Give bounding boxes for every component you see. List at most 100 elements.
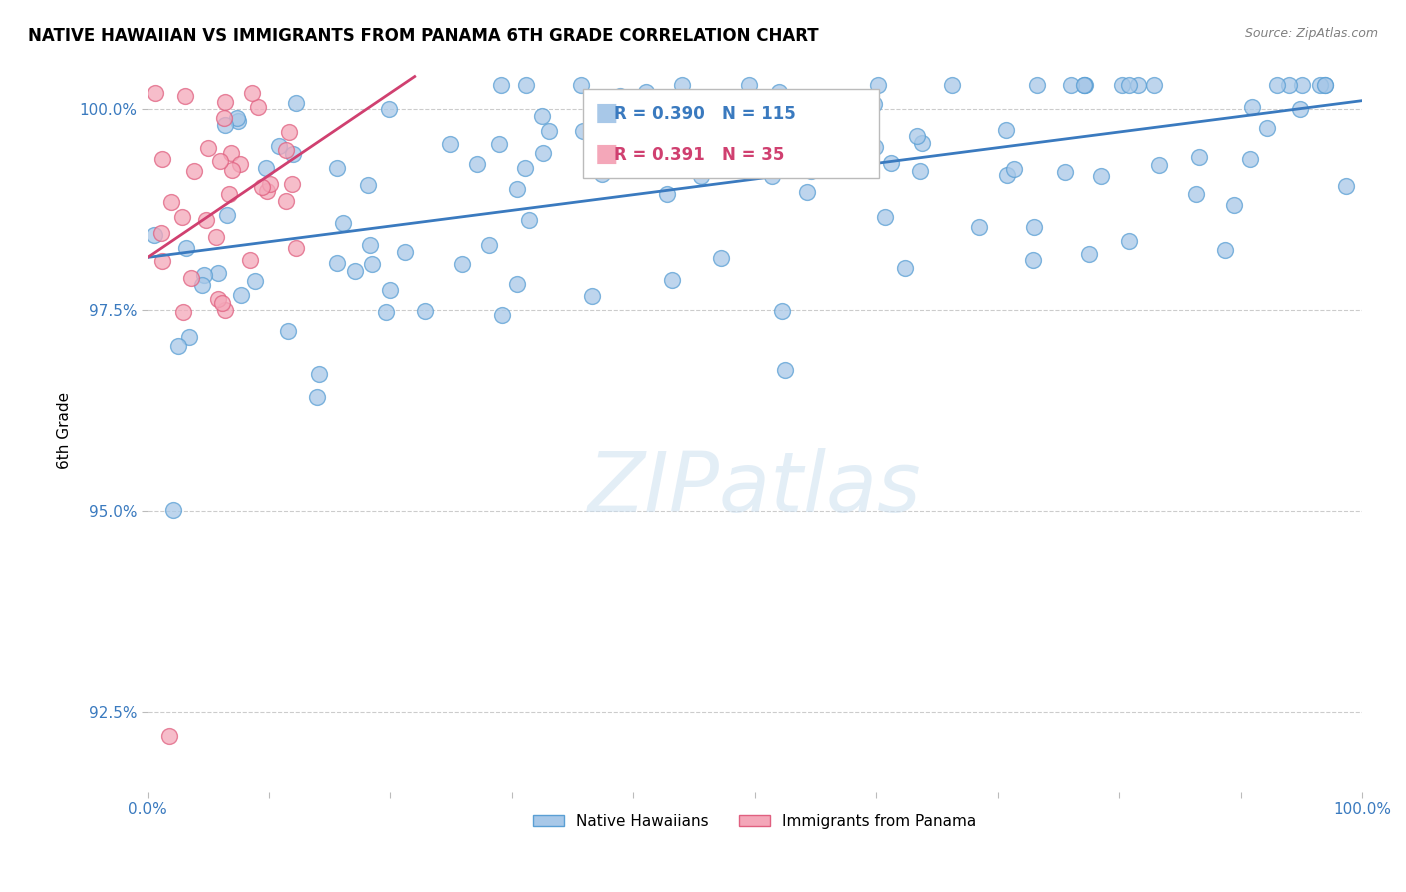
Text: ZIPatlas: ZIPatlas	[588, 448, 921, 529]
Point	[1118, 78, 1140, 92]
Point	[284, 96, 307, 111]
Text: Source: ZipAtlas.com: Source: ZipAtlas.com	[1244, 27, 1378, 40]
Point	[1002, 161, 1025, 176]
Point	[478, 237, 501, 252]
Point	[214, 303, 236, 318]
Point	[205, 230, 228, 244]
Point	[1054, 165, 1077, 179]
Point	[770, 303, 793, 318]
Point	[439, 136, 461, 151]
Point	[818, 111, 841, 125]
Point	[278, 125, 301, 139]
Point	[997, 168, 1019, 182]
Point	[661, 273, 683, 287]
Point	[465, 157, 488, 171]
Point	[191, 277, 214, 292]
Point	[506, 182, 529, 196]
Point	[572, 123, 595, 137]
Point	[862, 97, 884, 112]
Point	[1315, 78, 1337, 92]
Point	[209, 153, 232, 168]
Point	[247, 100, 270, 114]
Point	[170, 210, 193, 224]
Point	[259, 177, 281, 191]
Point	[1256, 121, 1278, 136]
Point	[491, 308, 513, 322]
Point	[160, 194, 183, 209]
Point	[281, 177, 304, 191]
Point	[1213, 243, 1236, 257]
Point	[591, 167, 613, 181]
Point	[531, 145, 554, 160]
Point	[162, 502, 184, 516]
Point	[488, 136, 510, 151]
Point	[226, 112, 249, 126]
Point	[378, 102, 401, 116]
Point	[768, 85, 790, 99]
Point	[277, 324, 299, 338]
Point	[150, 253, 173, 268]
Point	[415, 303, 437, 318]
Point	[879, 156, 901, 170]
Text: R = 0.390   N = 115: R = 0.390 N = 115	[614, 105, 796, 123]
Point	[1223, 198, 1246, 212]
Point	[243, 274, 266, 288]
Point	[1073, 78, 1095, 92]
Point	[274, 143, 297, 157]
Point	[149, 226, 172, 240]
Point	[305, 390, 328, 404]
Point	[538, 124, 561, 138]
Point	[195, 213, 218, 227]
Point	[172, 304, 194, 318]
Point	[212, 112, 235, 126]
Point	[1073, 78, 1095, 92]
Point	[1147, 158, 1170, 172]
Point	[531, 109, 554, 123]
Point	[193, 268, 215, 282]
Point	[218, 187, 240, 202]
Point	[157, 729, 180, 743]
Point	[143, 86, 166, 100]
Point	[1184, 187, 1206, 202]
Point	[326, 256, 349, 270]
Point	[1077, 246, 1099, 260]
Point	[394, 244, 416, 259]
Text: ■: ■	[595, 143, 619, 166]
Point	[866, 78, 889, 92]
Point	[1240, 101, 1263, 115]
Point	[773, 363, 796, 377]
Point	[581, 288, 603, 302]
Point	[152, 153, 174, 167]
Point	[221, 163, 243, 178]
Point	[796, 185, 818, 199]
Point	[226, 113, 249, 128]
Point	[1126, 78, 1149, 92]
Point	[1022, 219, 1045, 234]
Text: ■: ■	[595, 102, 619, 125]
Point	[754, 99, 776, 113]
Point	[450, 257, 472, 271]
Point	[967, 220, 990, 235]
Point	[735, 164, 758, 178]
Point	[254, 161, 277, 175]
Point	[343, 264, 366, 278]
Point	[143, 227, 166, 242]
Point	[183, 164, 205, 178]
Point	[609, 89, 631, 103]
Text: R = 0.391   N = 35: R = 0.391 N = 35	[614, 146, 785, 164]
Point	[239, 252, 262, 267]
Point	[710, 251, 733, 265]
Point	[875, 211, 897, 225]
Point	[1025, 78, 1047, 92]
Point	[174, 89, 197, 103]
Point	[359, 237, 381, 252]
Point	[893, 261, 915, 276]
Point	[180, 270, 202, 285]
Point	[1060, 78, 1083, 92]
Point	[690, 169, 713, 183]
Point	[738, 78, 761, 92]
Point	[252, 179, 274, 194]
Point	[215, 207, 238, 221]
Point	[219, 146, 242, 161]
Point	[207, 292, 229, 306]
